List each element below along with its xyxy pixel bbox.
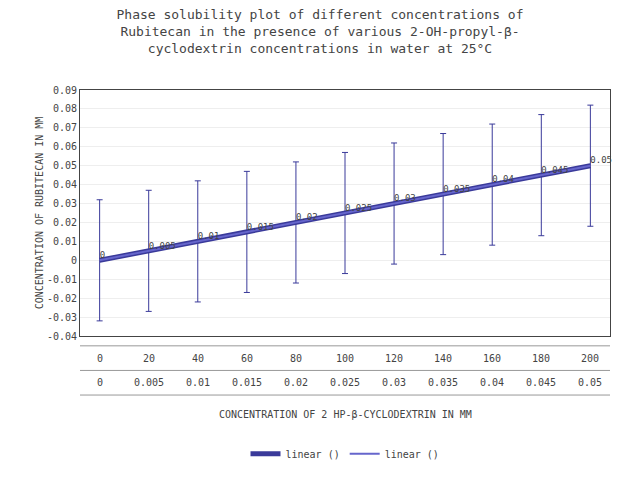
svg-text:CONCENTRATION OF 2 HP-β-CYCLOD: CONCENTRATION OF 2 HP-β-CYCLODEXTRIN IN … [219, 409, 472, 420]
svg-text:200: 200 [581, 353, 599, 364]
svg-text:0.04: 0.04 [492, 174, 514, 184]
svg-text:180: 180 [532, 353, 550, 364]
svg-text:0.02: 0.02 [53, 217, 77, 228]
svg-text:-0.01: -0.01 [47, 274, 77, 285]
svg-text:0.05: 0.05 [578, 377, 602, 388]
svg-text:40: 40 [192, 353, 204, 364]
svg-text:0.005: 0.005 [149, 241, 176, 251]
svg-text:0.01: 0.01 [186, 377, 210, 388]
svg-text:0.06: 0.06 [53, 141, 77, 152]
svg-text:20: 20 [143, 353, 155, 364]
svg-text:0.035: 0.035 [428, 377, 458, 388]
svg-text:0.05: 0.05 [53, 160, 77, 171]
svg-text:0.025: 0.025 [330, 377, 360, 388]
svg-text:0.02: 0.02 [296, 212, 318, 222]
svg-text:0.035: 0.035 [443, 184, 470, 194]
svg-text:CONCENTRATION OF RUBITECAN IN: CONCENTRATION OF RUBITECAN IN MM [34, 117, 45, 310]
svg-text:0.005: 0.005 [134, 377, 164, 388]
svg-text:0: 0 [100, 250, 105, 260]
svg-text:0.02: 0.02 [284, 377, 308, 388]
svg-text:0.08: 0.08 [53, 103, 77, 114]
svg-text:60: 60 [241, 353, 253, 364]
svg-text:140: 140 [434, 353, 452, 364]
svg-text:0.015: 0.015 [247, 222, 274, 232]
svg-text:0.045: 0.045 [526, 377, 556, 388]
svg-text:0.045: 0.045 [541, 165, 568, 175]
svg-text:0.025: 0.025 [345, 203, 372, 213]
svg-text:-0.03: -0.03 [47, 312, 77, 323]
svg-text:100: 100 [336, 353, 354, 364]
svg-text:0.04: 0.04 [53, 179, 77, 190]
svg-text:0.01: 0.01 [198, 231, 220, 241]
svg-text:Phase solubility plot of diffe: Phase solubility plot of different conce… [117, 7, 524, 56]
svg-text:160: 160 [483, 353, 501, 364]
svg-text:0.015: 0.015 [232, 377, 262, 388]
svg-text:0.03: 0.03 [53, 198, 77, 209]
svg-text:0.03: 0.03 [394, 193, 416, 203]
svg-text:0.07: 0.07 [53, 122, 77, 133]
svg-text:120: 120 [385, 353, 403, 364]
svg-text:0.05: 0.05 [590, 155, 612, 165]
svg-text:0.03: 0.03 [382, 377, 406, 388]
svg-text:linear (): linear () [385, 449, 439, 460]
svg-text:0.01: 0.01 [53, 236, 77, 247]
svg-text:0: 0 [97, 353, 103, 364]
svg-text:80: 80 [290, 353, 302, 364]
svg-text:0: 0 [71, 255, 77, 266]
svg-text:linear (): linear () [286, 449, 340, 460]
svg-text:-0.04: -0.04 [47, 331, 77, 342]
svg-text:0.09: 0.09 [53, 85, 77, 96]
svg-text:-0.02: -0.02 [47, 293, 77, 304]
svg-text:0.04: 0.04 [480, 377, 504, 388]
svg-text:0: 0 [97, 377, 103, 388]
